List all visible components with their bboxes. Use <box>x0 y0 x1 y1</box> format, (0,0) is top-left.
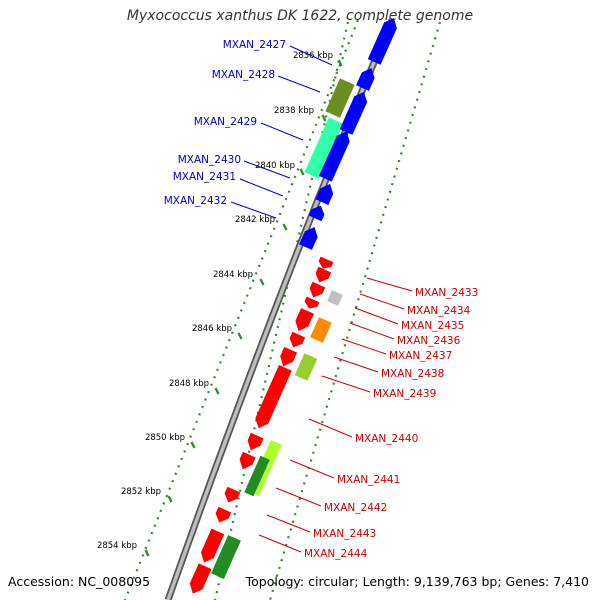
tick-label: 2846 kbp <box>192 324 232 334</box>
reverse-gene-arrow[interactable] <box>318 256 334 269</box>
tick-mark <box>190 441 196 449</box>
gene-label-mxan_2430[interactable]: MXAN_2430 <box>178 154 241 166</box>
tick-mark <box>299 168 305 176</box>
genome-backbone <box>164 18 396 600</box>
tick-label: 2840 kbp <box>255 161 295 171</box>
forward-gene-arrow[interactable] <box>356 68 375 91</box>
green-feature[interactable] <box>211 535 241 579</box>
label-connector <box>349 322 395 340</box>
reverse-gene-arrow[interactable] <box>247 432 264 451</box>
label-connector <box>366 277 413 292</box>
label-connector <box>277 75 321 93</box>
gene-label-mxan_2444[interactable]: MXAN_2444 <box>304 548 368 560</box>
reverse-gene-arrow[interactable] <box>255 365 292 429</box>
label-connector <box>258 534 302 553</box>
gene-label-mxan_2427[interactable]: MXAN_2427 <box>223 39 286 51</box>
dotted-track-outer-left <box>123 19 360 600</box>
label-connector <box>239 178 284 197</box>
forward-gene-arrow[interactable] <box>308 205 325 222</box>
forward-gene-arrow[interactable] <box>339 91 368 135</box>
tick-mark <box>321 114 327 122</box>
forward-gene-arrow[interactable] <box>315 183 334 205</box>
gene-label-mxan_2437[interactable]: MXAN_2437 <box>389 350 452 362</box>
label-connector <box>333 356 379 373</box>
gene-label-mxan_2440[interactable]: MXAN_2440 <box>355 433 418 445</box>
reverse-gene-arrow[interactable] <box>289 331 306 348</box>
accession-label: Accession: NC_008095 <box>8 574 151 589</box>
gene-label-mxan_2433[interactable]: MXAN_2433 <box>415 287 478 299</box>
tick-mark <box>337 59 343 67</box>
tick-mark <box>144 549 150 557</box>
label-connector <box>289 45 333 66</box>
label-connectors <box>230 45 413 553</box>
gene-labels: MXAN_2427 MXAN_2428 MXAN_2429 MXAN_2430 MXAN… <box>164 39 479 560</box>
gene-label-mxan_2441[interactable]: MXAN_2441 <box>337 474 400 486</box>
label-connector <box>289 459 335 479</box>
forward-gene-arrow[interactable] <box>367 18 397 65</box>
gene-label-mxan_2436[interactable]: MXAN_2436 <box>397 335 461 347</box>
label-connector <box>321 375 371 393</box>
gene-label-mxan_2439[interactable]: MXAN_2439 <box>373 388 436 400</box>
gene-label-mxan_2431[interactable]: MXAN_2431 <box>173 171 236 183</box>
reverse-gene-arrow[interactable] <box>304 296 320 309</box>
gene-label-mxan_2435[interactable]: MXAN_2435 <box>401 320 464 332</box>
reverse-gene-arrow[interactable] <box>295 308 314 331</box>
gene-label-mxan_2432[interactable]: MXAN_2432 <box>164 195 227 207</box>
reverse-gene-arrow[interactable] <box>215 506 232 523</box>
tick-label: 2844 kbp <box>213 270 253 280</box>
tick-mark <box>237 332 243 340</box>
label-connector <box>266 514 311 533</box>
tick-label: 2842 kbp <box>235 215 275 225</box>
dark-green-feature[interactable] <box>244 455 270 497</box>
gene-label-mxan_2429[interactable]: MXAN_2429 <box>194 116 257 128</box>
reverse-gene-arrow[interactable] <box>309 281 326 298</box>
olive-feature[interactable] <box>325 78 355 118</box>
aquamarine-feature[interactable] <box>304 117 344 179</box>
label-connector <box>243 160 291 179</box>
label-connector <box>308 418 353 438</box>
label-connector <box>275 487 322 507</box>
tick-mark <box>167 495 173 503</box>
genome-summary: Topology: circular; Length: 9,139,763 bp… <box>245 574 589 589</box>
tick-mark <box>259 278 265 286</box>
reverse-gene-arrow[interactable] <box>280 346 298 367</box>
tick-label: 2850 kbp <box>145 433 185 443</box>
orange-feature[interactable] <box>310 317 332 343</box>
label-connector <box>260 122 304 141</box>
label-connector <box>341 338 387 355</box>
label-connector <box>354 307 399 325</box>
tick-mark <box>282 223 288 231</box>
tick-label: 2854 kbp <box>97 541 137 551</box>
gene-label-mxan_2428[interactable]: MXAN_2428 <box>212 69 275 81</box>
forward-gene-arrow[interactable] <box>319 131 350 182</box>
gene-label-mxan_2438[interactable]: MXAN_2438 <box>381 368 444 380</box>
reverse-gene-arrow[interactable] <box>200 528 225 563</box>
reverse-gene-arrow[interactable] <box>315 266 332 283</box>
dotted-track-inner-left <box>213 21 350 600</box>
label-connector <box>359 293 405 310</box>
tick-label: 2848 kbp <box>169 379 209 389</box>
tick-label: 2852 kbp <box>121 487 161 497</box>
label-connector <box>230 201 277 219</box>
gene-label-mxan_2442[interactable]: MXAN_2442 <box>324 502 387 514</box>
tick-mark <box>214 387 220 395</box>
gene-arrows <box>189 18 397 594</box>
reverse-gene-arrow[interactable] <box>239 451 256 470</box>
feature-blocks <box>211 78 355 579</box>
tick-label: 2838 kbp <box>274 106 314 116</box>
forward-gene-arrow[interactable] <box>299 227 318 250</box>
map-title: Myxococcus xanthus DK 1622, complete gen… <box>126 8 474 24</box>
gene-label-mxan_2443[interactable]: MXAN_2443 <box>313 528 376 540</box>
gray-feature[interactable] <box>327 290 343 306</box>
reverse-gene-arrow[interactable] <box>189 563 212 594</box>
reverse-gene-arrow[interactable] <box>224 486 241 503</box>
lime-feature[interactable] <box>294 353 318 381</box>
gene-label-mxan_2434[interactable]: MXAN_2434 <box>407 305 471 317</box>
